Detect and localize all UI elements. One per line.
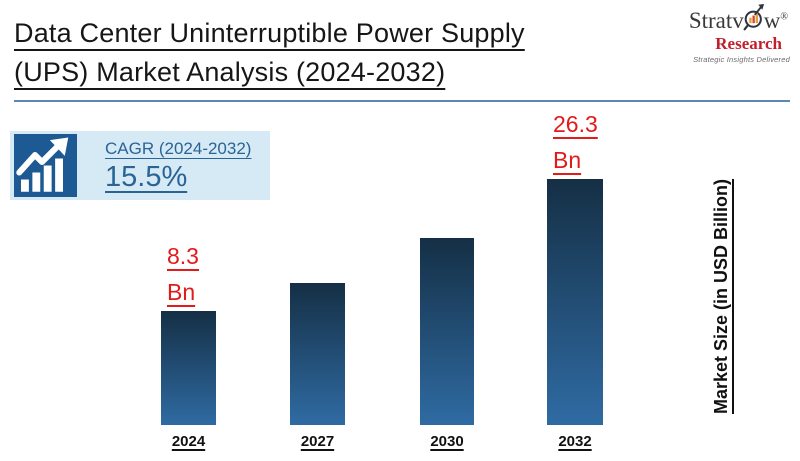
bar-2030	[420, 238, 474, 425]
cagr-callout: CAGR (2024-2032) 15.5%	[10, 131, 270, 200]
registered-mark: ®	[780, 11, 788, 23]
x-tick-2024: 2024	[171, 433, 206, 450]
title-line-2: (UPS) Market Analysis (2024-2032)	[14, 57, 446, 87]
brand-prefix: Stratv	[688, 8, 744, 33]
x-tick-2030: 2030	[430, 433, 464, 450]
page-title: Data Center Uninterruptible Power Supply…	[14, 14, 525, 92]
title-divider	[14, 100, 790, 102]
brand-suffix: w	[763, 8, 781, 33]
value-label-2024: 8.3 Bn	[167, 243, 199, 305]
brand-tagline: Strategic Insights Delivered	[693, 55, 790, 64]
y-axis-label: Market Size (in USD Billion)	[711, 178, 731, 414]
title-line-1: Data Center Uninterruptible Power Supply	[14, 18, 525, 48]
brand-research: Research	[715, 34, 782, 53]
bar-2032	[547, 179, 603, 425]
brand-name: Stratv w®	[632, 4, 792, 38]
cagr-value: 15.5%	[105, 161, 188, 193]
growth-chart-icon	[14, 134, 77, 197]
cagr-label: CAGR (2024-2032)	[105, 139, 252, 158]
x-tick-2032: 2032	[558, 433, 592, 450]
magnifier-chart-icon	[743, 4, 765, 36]
x-tick-2027: 2027	[300, 433, 335, 450]
cagr-text: CAGR (2024-2032) 15.5%	[105, 139, 251, 194]
bar-2024	[161, 311, 216, 425]
brand-logo: Stratv w® Research Strategic Insights De…	[632, 4, 792, 64]
bar-2027	[290, 283, 345, 425]
value-label-2032: 26.3 Bn	[553, 111, 598, 173]
